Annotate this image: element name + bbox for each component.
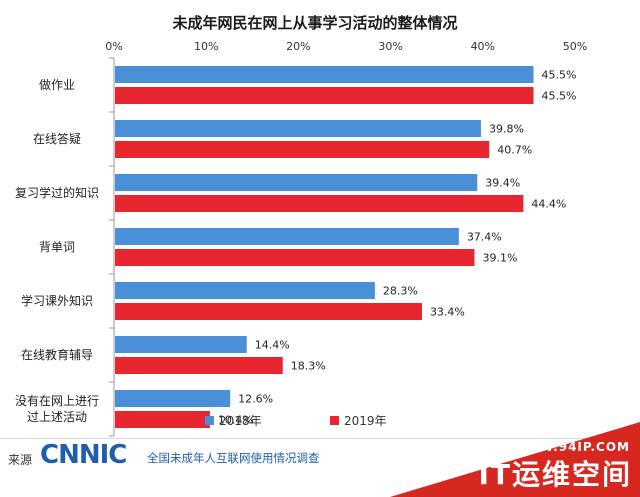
bar-2018: [115, 282, 375, 299]
category-label: 在线教育辅导: [21, 347, 93, 362]
category-label: 在线答疑: [33, 131, 81, 146]
bar-2018: [115, 390, 231, 407]
legend: 2018年 2019年: [205, 414, 387, 428]
bar-2018: [115, 66, 534, 83]
bar-value-label: 44.4%: [531, 198, 566, 211]
bar-value-label: 39.1%: [483, 252, 518, 265]
bar-value-label: 39.8%: [489, 123, 524, 136]
bar-value-label: 12.6%: [238, 393, 273, 406]
watermark-url: WWW.94IP.COM: [511, 440, 630, 454]
bar-2019: [115, 303, 422, 320]
source-text: 全国未成年人互联网使用情况调查: [147, 451, 320, 465]
bar-value-label: 33.4%: [430, 306, 465, 319]
x-tick-label: 0%: [105, 40, 122, 53]
category-label: 学习课外知识: [21, 293, 93, 308]
bar-2019: [115, 357, 283, 374]
footer-divider: [0, 438, 640, 439]
x-tick-label: 30%: [378, 40, 402, 53]
bar-value-label: 18.3%: [291, 360, 326, 373]
category-label: 没有在网上进行过上述活动: [15, 393, 99, 424]
legend-label: 2018年: [219, 414, 262, 428]
legend-label: 2019年: [344, 414, 387, 428]
footer: 来源 CNNIC 全国未成年人互联网使用情况调查 WWW.94IP.COM IT…: [0, 422, 640, 497]
category-label: 做作业: [39, 77, 75, 92]
x-tick-label: 20%: [286, 40, 310, 53]
bar-2018: [115, 336, 247, 353]
category-label: 复习学过的知识: [15, 185, 99, 200]
bar-2019: [115, 195, 524, 212]
bar-value-label: 14.4%: [255, 339, 290, 352]
bar-2019: [115, 411, 210, 428]
chart: 未成年网民在网上从事学习活动的整体情况 0% 10% 20% 30% 40% 50% 做作…: [15, 14, 587, 437]
bar-value-label: 28.3%: [383, 285, 418, 298]
watermark-banner: [390, 422, 640, 497]
y-axis: 做作业在线答疑复习学过的知识背单词学习课外知识在线教育辅导没有在网上进行过上述活…: [15, 57, 115, 437]
source-label: 来源: [8, 453, 33, 467]
legend-swatch: [330, 416, 339, 425]
bar-2018: [115, 174, 478, 191]
x-tick-label: 50%: [563, 40, 587, 53]
bar-2019: [115, 141, 490, 158]
bar-value-label: 39.4%: [485, 177, 520, 190]
bar-2018: [115, 120, 481, 137]
bar-2019: [115, 87, 534, 104]
watermark-name: IT运维空间: [478, 458, 632, 491]
x-tick-label: 40%: [471, 40, 495, 53]
bar-value-label: 40.7%: [497, 144, 532, 157]
bar-value-label: 37.4%: [467, 231, 502, 244]
x-axis-ticks: 0% 10% 20% 30% 40% 50%: [105, 40, 587, 53]
chart-title: 未成年网民在网上从事学习活动的整体情况: [171, 14, 457, 32]
legend-swatch: [205, 416, 214, 425]
cnnic-logo: CNNIC: [40, 440, 127, 470]
x-tick-label: 10%: [194, 40, 218, 53]
bar-value-label: 45.5%: [542, 90, 577, 103]
category-label: 背单词: [39, 240, 75, 254]
bars: 45.5% 45.5% 39.8% 40.7% 39.4% 44.4% 37.4% 39.1%…: [115, 66, 576, 428]
bar-2018: [115, 228, 459, 245]
bar-value-label: 10.4%: [218, 414, 253, 427]
bar-value-label: 45.5%: [542, 69, 577, 82]
bar-2019: [115, 249, 475, 266]
